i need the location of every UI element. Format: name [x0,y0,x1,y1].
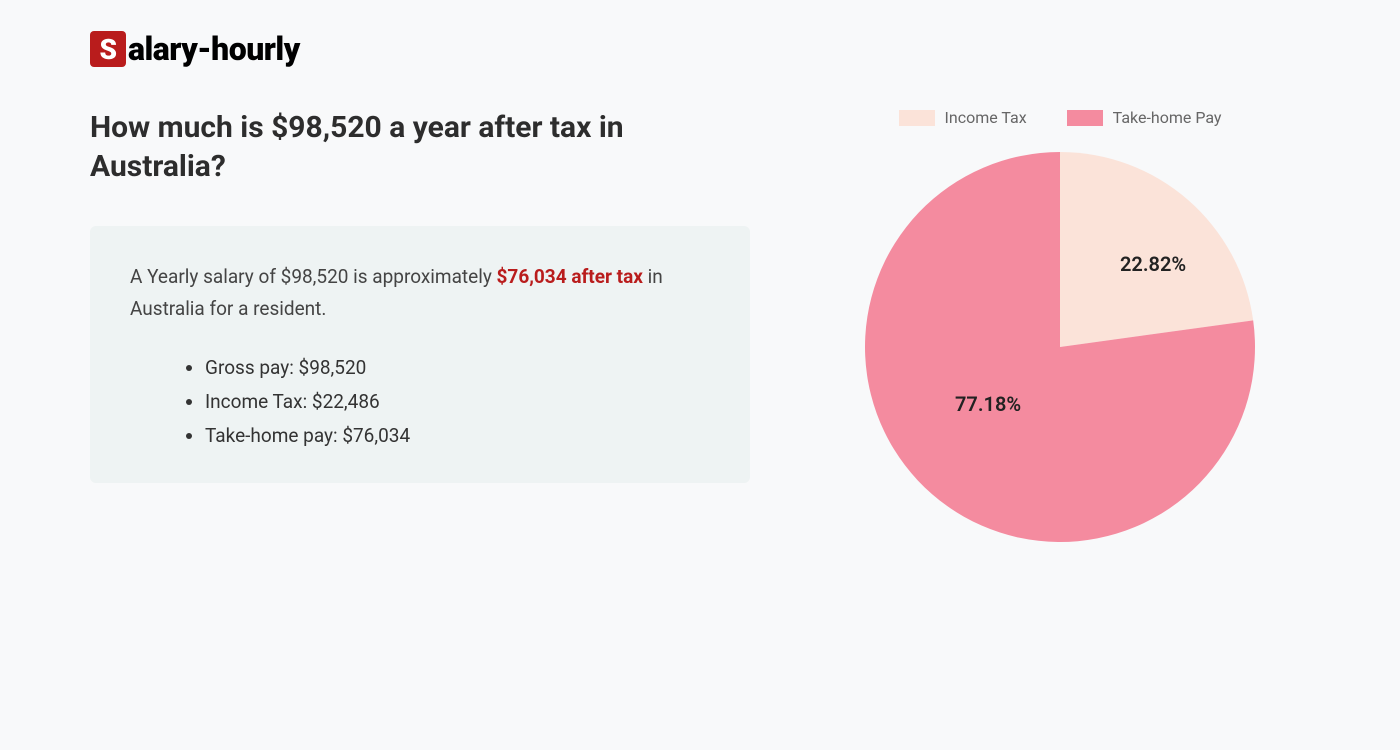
pie-chart: 22.82% 77.18% [860,147,1260,547]
legend-label: Take-home Pay [1113,108,1222,127]
slice-label: 77.18% [955,392,1021,416]
chart-legend: Income Tax Take-home Pay [899,108,1222,127]
logo: Salary-hourly [90,30,1310,68]
logo-badge: S [90,31,126,67]
list-item: Take-home pay: $76,034 [205,419,710,453]
summary-highlight: $76,034 after tax [497,265,643,288]
summary-text: A Yearly salary of $98,520 is approximat… [130,261,710,326]
slice-label: 22.82% [1120,252,1186,276]
bullet-list: Gross pay: $98,520 Income Tax: $22,486 T… [130,351,710,454]
legend-label: Income Tax [945,108,1027,127]
logo-text: alary-hourly [128,30,300,68]
legend-item: Take-home Pay [1067,108,1222,127]
list-item: Income Tax: $22,486 [205,385,710,419]
legend-item: Income Tax [899,108,1027,127]
legend-swatch [1067,110,1103,126]
legend-swatch [899,110,935,126]
summary-box: A Yearly salary of $98,520 is approximat… [90,226,750,483]
pie-svg [860,147,1260,547]
page-heading: How much is $98,520 a year after tax in … [90,108,750,186]
summary-prefix: A Yearly salary of $98,520 is approximat… [130,265,497,288]
list-item: Gross pay: $98,520 [205,351,710,385]
